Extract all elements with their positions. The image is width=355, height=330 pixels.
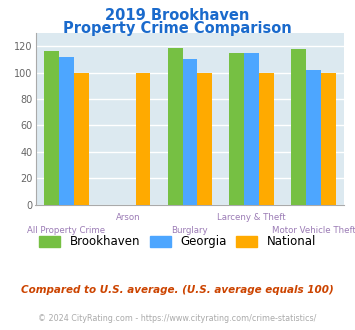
- Text: All Property Crime: All Property Crime: [27, 226, 105, 235]
- Bar: [168, 48, 182, 205]
- Text: Compared to U.S. average. (U.S. average equals 100): Compared to U.S. average. (U.S. average …: [21, 285, 334, 295]
- Bar: [197, 73, 212, 205]
- Bar: [74, 73, 89, 205]
- Bar: [244, 53, 259, 205]
- Text: 2019 Brookhaven: 2019 Brookhaven: [105, 8, 250, 23]
- Bar: [321, 73, 336, 205]
- Bar: [259, 73, 274, 205]
- Bar: [291, 49, 306, 205]
- Text: Burglary: Burglary: [171, 226, 208, 235]
- Text: © 2024 CityRating.com - https://www.cityrating.com/crime-statistics/: © 2024 CityRating.com - https://www.city…: [38, 314, 317, 323]
- Bar: [59, 57, 74, 205]
- Bar: [182, 59, 197, 205]
- Text: Motor Vehicle Theft: Motor Vehicle Theft: [272, 226, 355, 235]
- Bar: [306, 70, 321, 205]
- Legend: Brookhaven, Georgia, National: Brookhaven, Georgia, National: [34, 231, 321, 253]
- Bar: [44, 51, 59, 205]
- Bar: [136, 73, 151, 205]
- Text: Property Crime Comparison: Property Crime Comparison: [63, 21, 292, 36]
- Bar: [229, 53, 244, 205]
- Text: Arson: Arson: [116, 213, 141, 222]
- Text: Larceny & Theft: Larceny & Theft: [217, 213, 286, 222]
